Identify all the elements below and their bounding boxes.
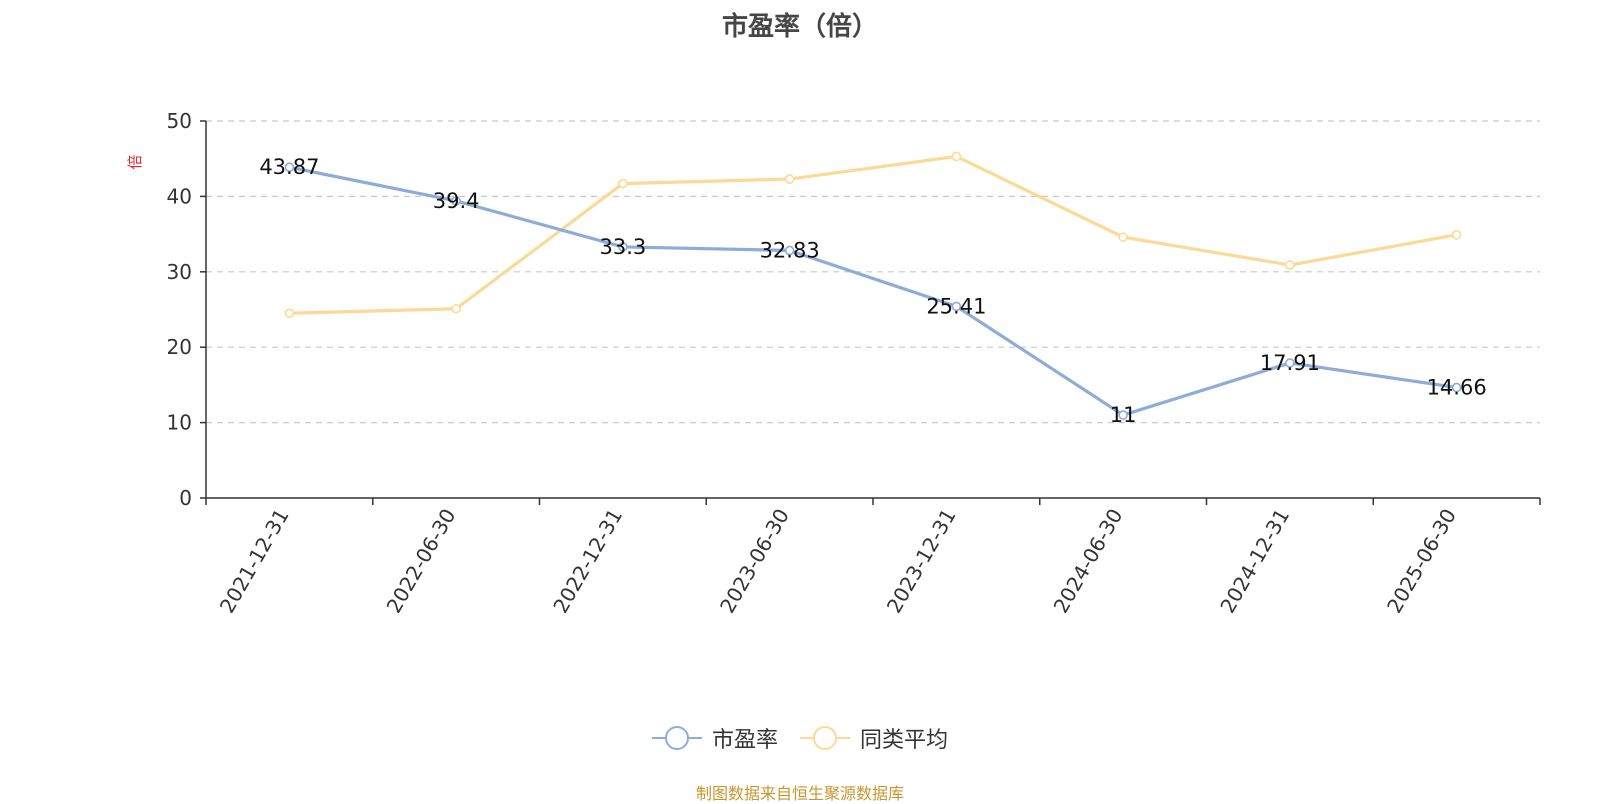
data-label: 25.41 [926,294,986,318]
data-label: 11 [1110,403,1137,427]
legend-label-1: 同类平均 [860,728,949,753]
legend-item-1[interactable]: 同类平均 [800,722,948,754]
y-tick-label: 40 [167,184,192,208]
data-labels: 43.87 39.4 33.3 32.83 25.41 11 17.91 14.66 [259,155,1486,427]
y-axis-label: 倍 [126,154,144,169]
legend: 市盈率 同类平均 [0,722,1600,754]
data-label: 32.83 [760,238,820,262]
data-point [1118,232,1128,242]
x-tick-label: 2023-06-30 [715,505,794,618]
data-point [784,245,795,256]
source-note: 制图数据来自恒生聚源数据库 [695,784,904,803]
data-point [451,303,461,314]
legend-swatch-1 [800,726,850,750]
legend-swatch-0 [651,726,702,750]
data-point [451,196,461,206]
data-point [951,151,962,162]
y-tick-label: 30 [167,260,192,284]
data-point [1451,230,1462,240]
data-point [618,178,628,189]
data-label: 39.4 [433,189,480,213]
data-label: 33.3 [599,235,646,259]
x-tick-label: 2022-12-31 [548,505,627,618]
data-point [951,301,962,312]
legend-label-0: 市盈率 [711,728,778,753]
legend-item-0[interactable]: 市盈率 [651,722,778,754]
data-point [1451,382,1462,393]
data-point [284,162,295,173]
series-lines [284,151,1462,420]
y-tick-label: 20 [167,335,192,359]
x-tick-label: 2025-06-30 [1382,505,1461,618]
x-tick-label: 2022-06-30 [382,505,461,618]
data-point [1118,410,1128,420]
data-label: 17.91 [1260,351,1320,375]
data-label: 43.87 [259,155,319,179]
y-tick-label: 10 [167,411,192,435]
data-point [784,174,795,184]
data-label: 14.66 [1427,375,1487,399]
data-point [1285,358,1295,368]
series-line-1 [287,154,1459,315]
x-tick-label: 2024-12-31 [1215,505,1294,618]
x-tick-label: 2023-12-31 [882,505,961,618]
data-point [618,242,628,252]
chart-title: 市盈率（倍） [721,12,878,42]
series-line-0 [287,165,1459,417]
x-tick-label: 2024-06-30 [1049,505,1128,618]
data-point [284,308,295,319]
data-point [1285,260,1295,270]
y-tick-label: 50 [167,109,192,133]
y-tick-label: 0 [179,486,192,510]
x-tick-label: 2021-12-31 [215,505,294,618]
